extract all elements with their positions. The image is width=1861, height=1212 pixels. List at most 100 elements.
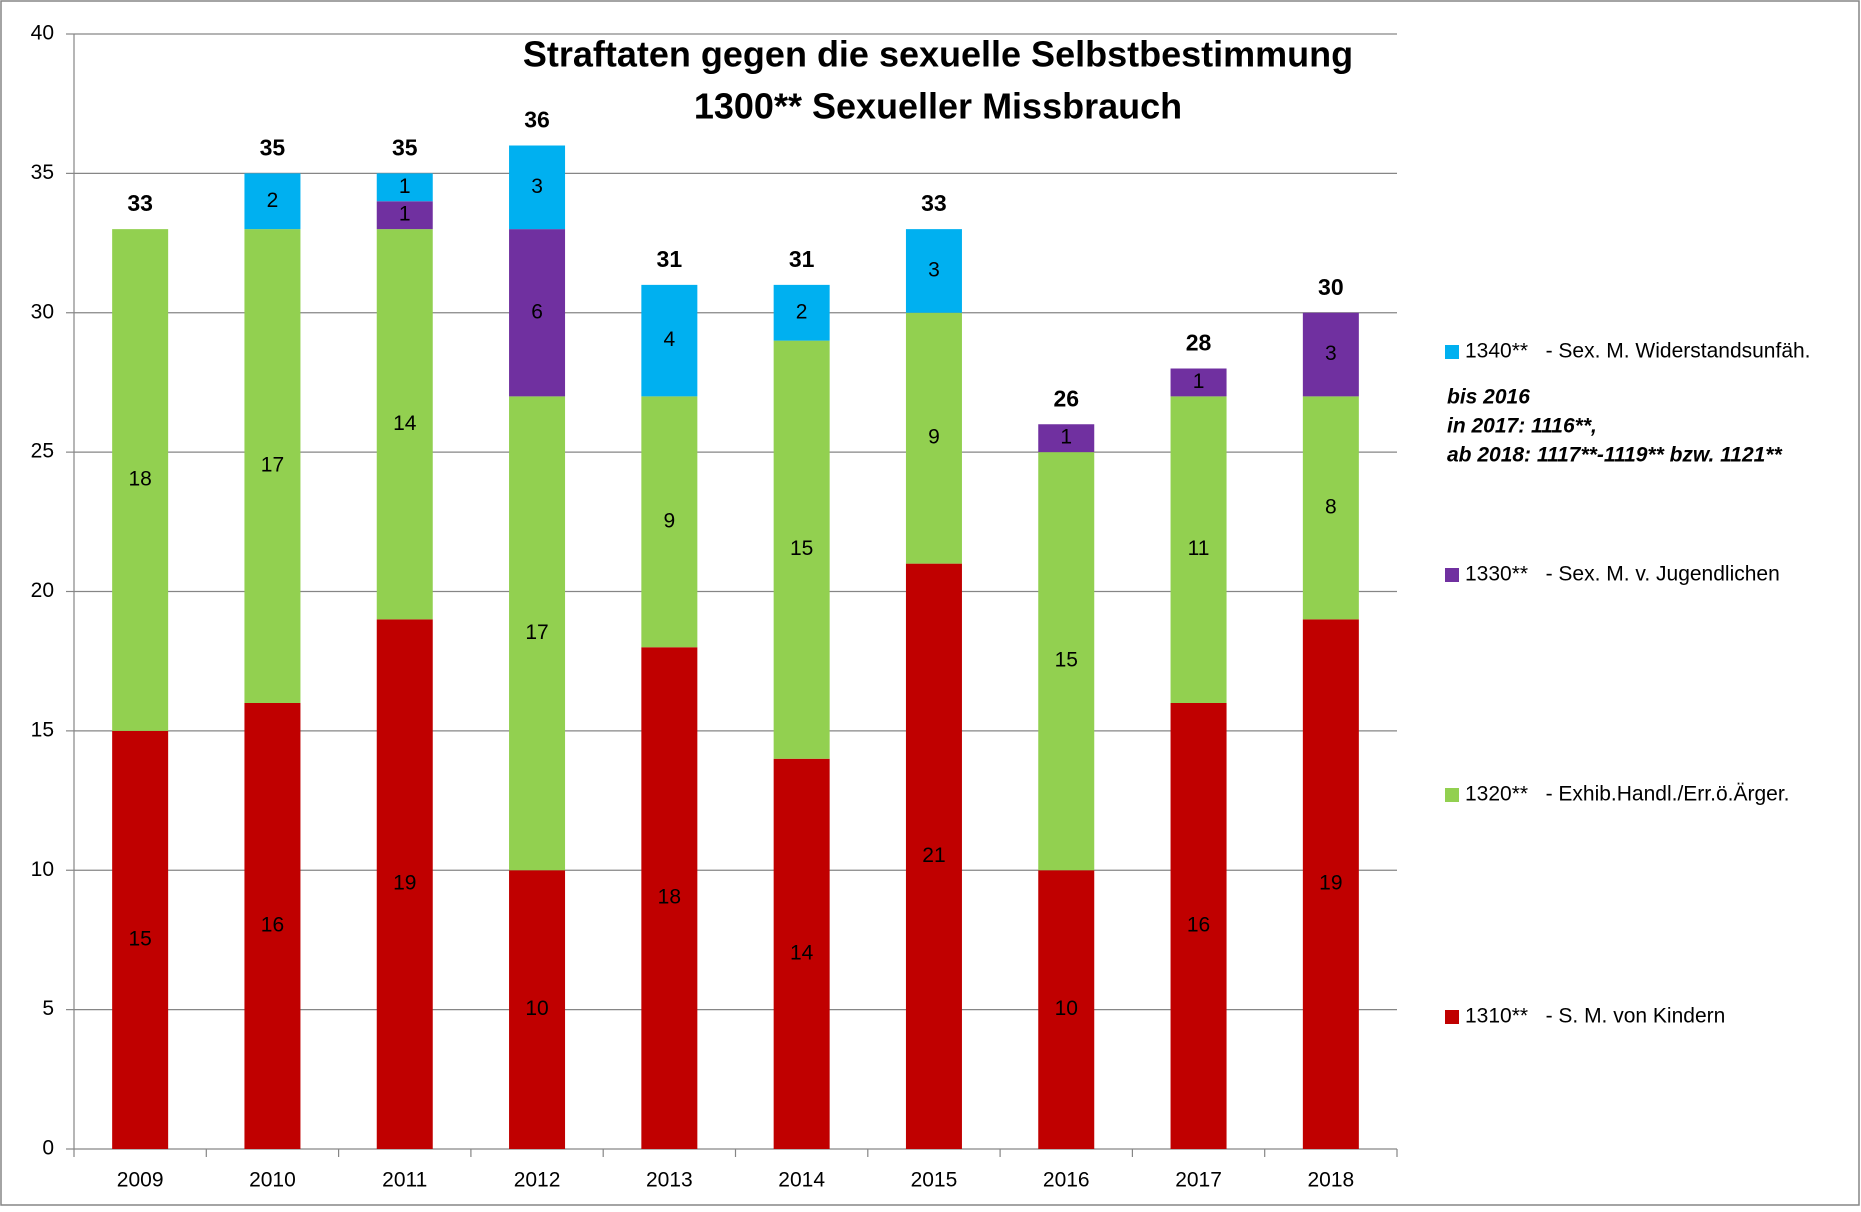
bar-segment xyxy=(509,870,566,1149)
total-label: 31 xyxy=(657,246,683,272)
value-label: 15 xyxy=(790,537,813,560)
bar-segment xyxy=(1038,424,1095,453)
y-tick-label: 20 xyxy=(31,579,54,602)
bar-segment xyxy=(1170,368,1227,397)
bar-segment xyxy=(641,396,698,648)
annotation: in 2017: 1116**, xyxy=(1447,415,1597,438)
legend-label: 1330** - Sex. M. v. Jugendlichen xyxy=(1465,563,1780,586)
legend-swatch xyxy=(1445,568,1459,582)
value-label: 16 xyxy=(1187,914,1210,937)
value-label: 10 xyxy=(1055,997,1078,1020)
total-label: 33 xyxy=(921,190,947,216)
bar-segment xyxy=(509,396,566,871)
value-label: 3 xyxy=(531,175,543,198)
y-tick-label: 30 xyxy=(31,300,54,323)
bar-segment xyxy=(1302,312,1359,397)
legend-label: 1310** - S. M. von Kindern xyxy=(1465,1005,1725,1028)
value-label: 19 xyxy=(393,872,416,895)
bar-segment xyxy=(773,758,830,1149)
x-tick-label: 2013 xyxy=(646,1169,693,1192)
bar-segment xyxy=(1170,703,1227,1149)
value-label: 19 xyxy=(1319,872,1342,895)
value-label: 8 xyxy=(1325,495,1337,518)
value-label: 16 xyxy=(261,914,284,937)
value-label: 2 xyxy=(267,189,279,212)
value-label: 6 xyxy=(531,300,543,323)
total-label: 26 xyxy=(1053,385,1079,411)
value-label: 1 xyxy=(399,175,411,198)
bar-segment xyxy=(641,284,698,397)
x-tick-label: 2014 xyxy=(778,1169,825,1192)
total-label: 28 xyxy=(1186,330,1212,356)
chart-title: 1300** Sexueller Missbrauch xyxy=(694,86,1182,127)
value-label: 9 xyxy=(928,426,940,449)
bar-segment xyxy=(1170,396,1227,703)
chart-title: Straftaten gegen die sexuelle Selbstbest… xyxy=(523,34,1353,75)
total-label: 30 xyxy=(1318,274,1344,300)
value-label: 3 xyxy=(928,258,940,281)
value-label: 9 xyxy=(664,509,676,532)
x-tick-label: 2011 xyxy=(382,1169,427,1192)
bar-segment xyxy=(1302,619,1359,1149)
y-tick-label: 25 xyxy=(31,440,54,463)
x-tick-label: 2017 xyxy=(1175,1169,1222,1192)
value-label: 1 xyxy=(1060,426,1072,449)
legend-label: 1340** - Sex. M. Widerstandsunfäh. xyxy=(1465,340,1811,363)
legend-label: 1320** - Exhib.Handl./Err.ö.Ärger. xyxy=(1465,783,1790,806)
bar-segment xyxy=(244,229,301,703)
bar-segment xyxy=(1302,396,1359,620)
x-tick-label: 2018 xyxy=(1307,1169,1354,1192)
x-tick-label: 2015 xyxy=(911,1169,958,1192)
total-label: 35 xyxy=(260,134,286,160)
value-label: 17 xyxy=(261,454,284,477)
value-label: 18 xyxy=(128,468,151,491)
value-label: 1 xyxy=(1193,370,1205,393)
x-tick-label: 2016 xyxy=(1043,1169,1090,1192)
y-tick-label: 40 xyxy=(31,22,54,45)
value-label: 3 xyxy=(1325,342,1337,365)
bar-segment xyxy=(376,229,433,620)
value-label: 2 xyxy=(796,300,808,323)
total-label: 36 xyxy=(524,107,550,133)
bar-segment xyxy=(1038,452,1095,871)
bar-segment xyxy=(509,145,566,230)
y-tick-label: 35 xyxy=(31,161,54,184)
x-tick-label: 2010 xyxy=(249,1169,296,1192)
value-label: 14 xyxy=(393,412,417,435)
y-tick-label: 5 xyxy=(42,997,54,1020)
total-label: 31 xyxy=(789,246,815,272)
bar-segment xyxy=(244,173,301,230)
bar-segment xyxy=(112,730,169,1149)
bar-segment xyxy=(244,703,301,1149)
legend-swatch xyxy=(1445,345,1459,359)
value-label: 15 xyxy=(1055,649,1078,672)
bar-segment xyxy=(509,229,566,397)
value-label: 10 xyxy=(525,997,548,1020)
x-tick-label: 2012 xyxy=(514,1169,561,1192)
total-label: 33 xyxy=(127,190,153,216)
bar-segment xyxy=(112,229,169,731)
value-label: 18 xyxy=(658,886,681,909)
value-label: 11 xyxy=(1188,537,1210,560)
y-tick-label: 0 xyxy=(42,1137,54,1160)
annotation: bis 2016 xyxy=(1447,386,1530,409)
value-label: 14 xyxy=(790,941,814,964)
bar-segment xyxy=(376,619,433,1149)
y-tick-label: 10 xyxy=(31,858,54,881)
value-label: 15 xyxy=(128,927,151,950)
bar-segment xyxy=(905,312,962,564)
legend-swatch xyxy=(1445,788,1459,802)
bar-segment xyxy=(376,201,433,230)
legend-swatch xyxy=(1445,1010,1459,1024)
y-tick-label: 15 xyxy=(31,718,54,741)
bar-segment xyxy=(773,284,830,341)
bar-segment xyxy=(905,229,962,313)
value-label: 21 xyxy=(922,844,945,867)
bar-segment xyxy=(641,647,698,1149)
bar-segment xyxy=(773,340,830,759)
bar-segment xyxy=(376,173,433,202)
value-label: 17 xyxy=(525,621,548,644)
bar-segment xyxy=(1038,870,1095,1149)
value-label: 4 xyxy=(664,328,676,351)
